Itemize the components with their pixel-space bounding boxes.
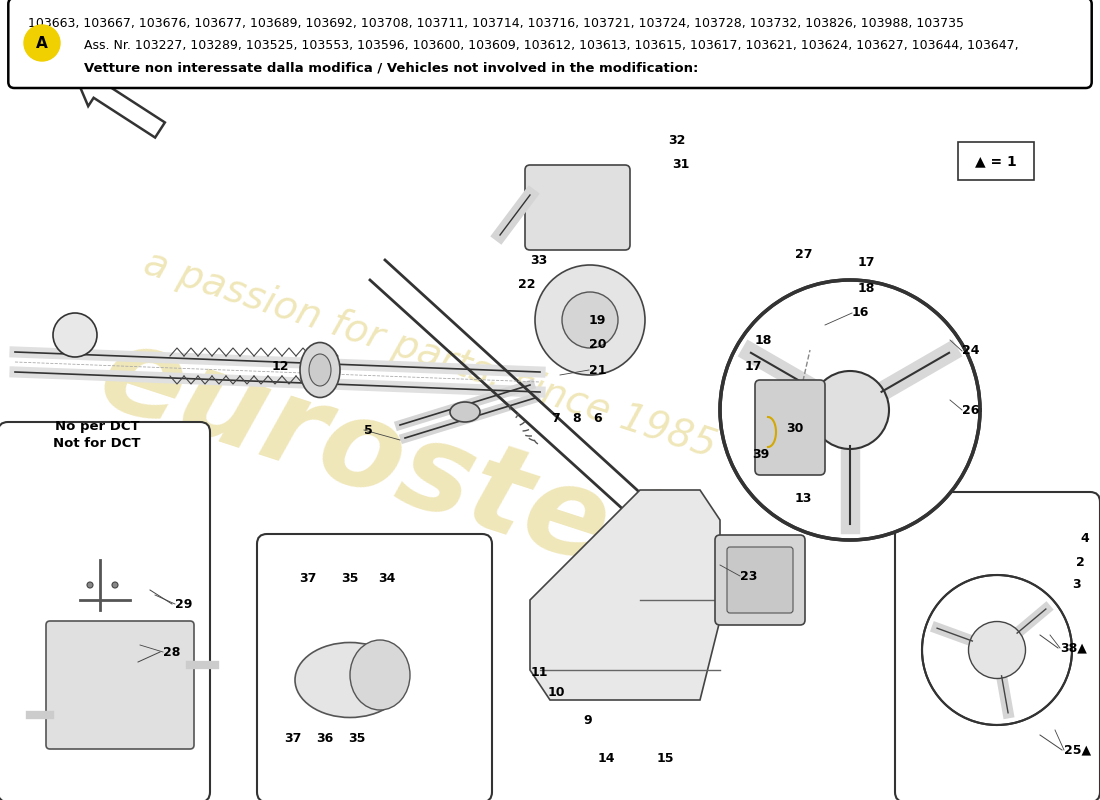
Text: 12: 12 [272, 361, 289, 374]
Text: a passion for parts, since 1985: a passion for parts, since 1985 [139, 244, 720, 466]
Text: 26: 26 [962, 403, 979, 417]
Circle shape [53, 313, 97, 357]
Text: 19: 19 [588, 314, 606, 326]
FancyBboxPatch shape [755, 380, 825, 475]
Text: 37: 37 [284, 731, 301, 745]
FancyBboxPatch shape [727, 547, 793, 613]
Text: 3: 3 [1072, 578, 1080, 591]
FancyBboxPatch shape [257, 534, 492, 800]
FancyBboxPatch shape [958, 142, 1034, 180]
Circle shape [24, 25, 60, 61]
Circle shape [811, 371, 889, 449]
Ellipse shape [295, 642, 405, 718]
Text: 8: 8 [572, 413, 581, 426]
Text: 33: 33 [530, 254, 548, 266]
Circle shape [922, 575, 1072, 725]
Text: 15: 15 [657, 751, 674, 765]
Text: 21: 21 [588, 363, 606, 377]
FancyBboxPatch shape [46, 621, 194, 749]
Text: 25▲: 25▲ [1064, 743, 1091, 757]
FancyBboxPatch shape [0, 422, 210, 800]
Text: 4: 4 [1080, 531, 1089, 545]
Text: 23: 23 [740, 570, 758, 582]
Text: 6: 6 [593, 413, 602, 426]
Text: 31: 31 [672, 158, 690, 171]
Circle shape [87, 582, 94, 588]
Text: 29: 29 [175, 598, 192, 610]
Text: Ass. Nr. 103227, 103289, 103525, 103553, 103596, 103600, 103609, 103612, 103613,: Ass. Nr. 103227, 103289, 103525, 103553,… [85, 39, 1019, 53]
FancyBboxPatch shape [525, 165, 630, 250]
Text: 37: 37 [299, 571, 317, 585]
Text: 22: 22 [518, 278, 536, 290]
Text: 5: 5 [364, 423, 373, 437]
Text: 2: 2 [1076, 555, 1085, 569]
Text: 24: 24 [962, 345, 979, 358]
Ellipse shape [300, 342, 340, 398]
Circle shape [720, 280, 980, 540]
Text: 20: 20 [588, 338, 606, 351]
Text: 13: 13 [795, 491, 813, 505]
Text: 34: 34 [378, 571, 395, 585]
Text: 35: 35 [348, 731, 365, 745]
Text: 30: 30 [786, 422, 803, 435]
Ellipse shape [309, 354, 331, 386]
Text: 18: 18 [858, 282, 876, 294]
Ellipse shape [350, 640, 410, 710]
Text: 28: 28 [163, 646, 180, 658]
Text: 7: 7 [551, 413, 560, 426]
Polygon shape [530, 490, 720, 700]
Text: 9: 9 [583, 714, 592, 726]
FancyBboxPatch shape [895, 492, 1100, 800]
Text: 14: 14 [598, 751, 616, 765]
Text: 32: 32 [668, 134, 685, 146]
Circle shape [535, 265, 645, 375]
Text: No per DCT
Not for DCT: No per DCT Not for DCT [53, 420, 141, 450]
FancyBboxPatch shape [9, 0, 1091, 88]
FancyArrow shape [75, 74, 165, 138]
Circle shape [562, 292, 618, 348]
Text: eurostef: eurostef [86, 314, 674, 606]
Text: 27: 27 [795, 249, 813, 262]
Ellipse shape [450, 402, 480, 422]
Text: 11: 11 [531, 666, 549, 679]
Text: A: A [36, 35, 48, 50]
Text: 10: 10 [548, 686, 565, 699]
FancyBboxPatch shape [715, 535, 805, 625]
Text: Vetture non interessate dalla modifica / Vehicles not involved in the modificati: Vetture non interessate dalla modifica /… [85, 62, 699, 74]
Text: 17: 17 [745, 359, 762, 373]
Text: 103663, 103667, 103676, 103677, 103689, 103692, 103708, 103711, 103714, 103716, : 103663, 103667, 103676, 103677, 103689, … [29, 18, 965, 30]
Circle shape [968, 622, 1025, 678]
Text: 35: 35 [341, 571, 359, 585]
Text: 17: 17 [858, 257, 876, 270]
Text: 38▲: 38▲ [1060, 642, 1087, 654]
Text: ▲ = 1: ▲ = 1 [975, 154, 1016, 168]
Text: 39: 39 [752, 447, 769, 461]
Circle shape [112, 582, 118, 588]
Text: 18: 18 [755, 334, 772, 347]
Text: 16: 16 [852, 306, 869, 319]
Text: 36: 36 [316, 731, 333, 745]
